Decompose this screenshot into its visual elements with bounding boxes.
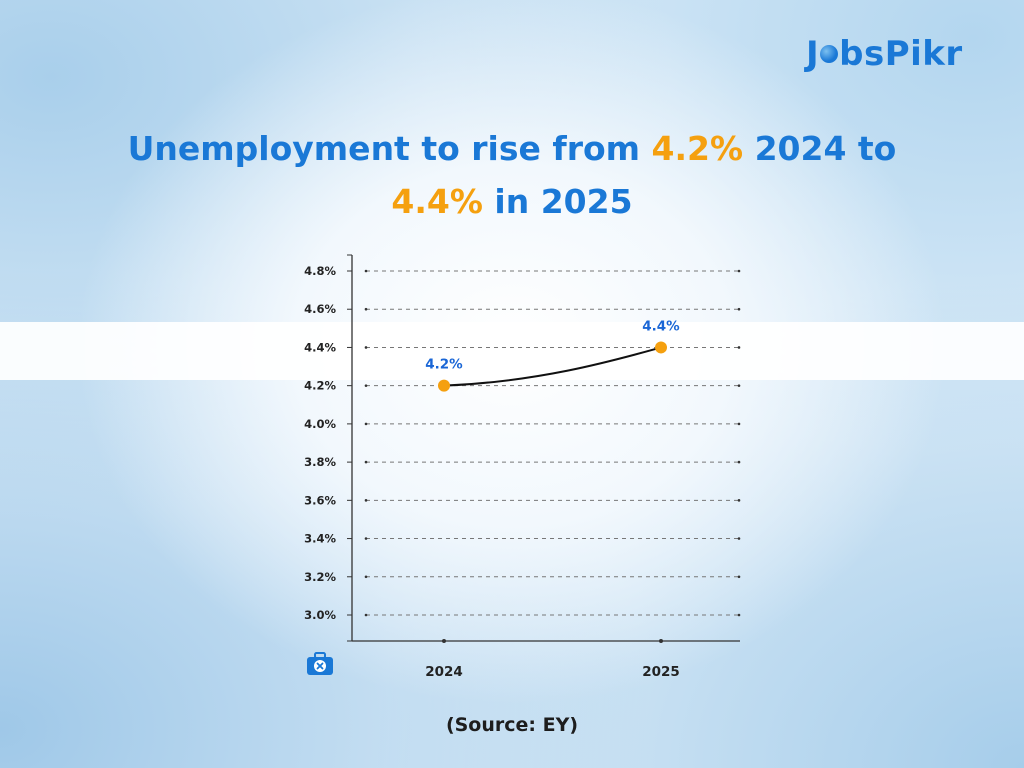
headline-part2: 2024 to [743, 129, 897, 168]
source-note: (Source: EY) [445, 714, 579, 736]
x-tick [659, 639, 663, 643]
highlight-band [0, 322, 1024, 380]
x-tick-label: 2025 [642, 664, 680, 680]
grid-start-dot [364, 460, 368, 464]
y-tick-label: 4.4% [304, 340, 336, 354]
headline-part1: Unemployment to rise from [127, 129, 652, 168]
y-tick-label: 3.4% [304, 532, 336, 546]
y-tick-label: 3.8% [304, 455, 336, 469]
x-tick [442, 639, 446, 643]
series-line [443, 346, 662, 387]
globe-icon [820, 45, 839, 63]
y-tick-label: 3.2% [304, 570, 336, 584]
y-tick-label: 4.6% [304, 302, 336, 316]
grid-end-dot [737, 422, 741, 426]
grid-end-dot [737, 269, 741, 273]
grid-end-dot [737, 613, 741, 617]
grid-end-dot [737, 346, 741, 349]
headline: Unemployment to rise from 4.2% 2024 to 4.… [0, 122, 1024, 228]
headline-part3: in 2025 [482, 182, 633, 221]
grid-start-dot [364, 422, 368, 426]
grid-end-dot [737, 537, 741, 540]
grid-end-dot [737, 499, 741, 502]
y-tick-label: 4.8% [304, 264, 336, 278]
data-label: 4.4% [642, 318, 680, 334]
y-tick-label: 3.6% [304, 493, 336, 507]
headline-highlight-2025: 4.4% [391, 182, 483, 221]
grid-start-dot [364, 537, 368, 540]
grid-end-dot [737, 575, 741, 579]
grid-start-dot [364, 269, 368, 273]
grid-start-dot [364, 613, 368, 617]
headline-highlight-2024: 4.2% [651, 129, 744, 168]
grid-start-dot [364, 575, 368, 579]
grid-end-dot [737, 460, 741, 464]
data-point [438, 379, 450, 392]
y-tick-label: 3.0% [304, 608, 336, 622]
grid-start-dot [364, 499, 368, 502]
grid-end-dot [737, 307, 741, 311]
data-point [655, 341, 667, 354]
y-tick-label: 4.2% [304, 379, 336, 393]
grid-start-dot [364, 307, 368, 311]
data-label: 4.2% [425, 357, 463, 373]
briefcase-x-icon [307, 652, 333, 675]
y-tick-label: 4.0% [304, 417, 336, 431]
x-tick-label: 2024 [425, 664, 463, 680]
grid-end-dot [737, 384, 741, 387]
grid-start-dot [364, 384, 368, 387]
grid-start-dot [364, 346, 368, 349]
